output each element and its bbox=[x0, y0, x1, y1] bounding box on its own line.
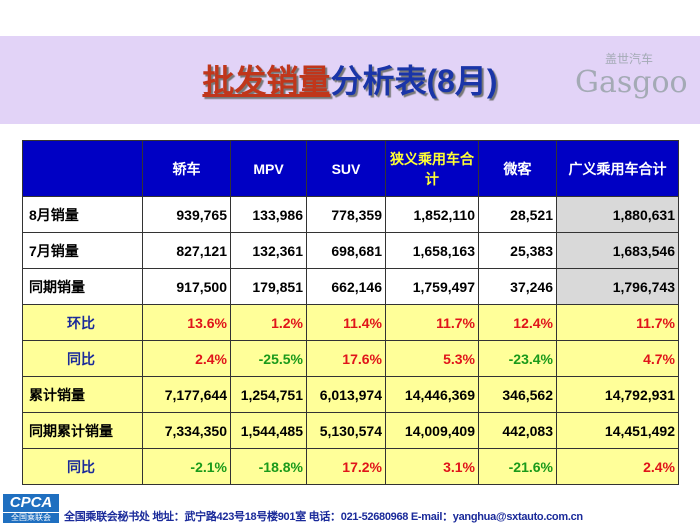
table-cell: 2.4% bbox=[556, 448, 679, 485]
table-cell: 14,451,492 bbox=[556, 412, 679, 449]
table-row: 同期累计销量 7,334,350 1,544,485 5,130,574 14,009,… bbox=[22, 412, 679, 449]
title-rest: 分析表(8月) bbox=[330, 63, 498, 99]
table-row: 同比 2.4% -25.5% 17.6% 5.3% -23.4% 4.7% bbox=[22, 340, 679, 377]
title-band bbox=[0, 36, 700, 124]
table-cell: 6,013,974 bbox=[306, 376, 386, 413]
table-row: 同比 -2.1% -18.8% 17.2% 3.1% -21.6% 2.4% bbox=[22, 448, 679, 485]
table-cell: 28,521 bbox=[478, 196, 557, 233]
table-row: 同期销量 917,500 179,851 662,146 1,759,497 37,246… bbox=[22, 268, 679, 305]
table-cell: 5.3% bbox=[385, 340, 479, 377]
gasgoo-watermark: 盖世汽车 Gasgoo bbox=[575, 52, 695, 100]
table-cell: 662,146 bbox=[306, 268, 386, 305]
table-cell: 1,683,546 bbox=[556, 232, 679, 269]
table-cell: 1,254,751 bbox=[230, 376, 307, 413]
watermark-brand: Gasgoo bbox=[575, 65, 688, 100]
header-row: 轿车 MPV SUV 狭义乘用车合计 微客 广义乘用车合计 bbox=[22, 140, 679, 197]
table-cell: 12.4% bbox=[478, 304, 557, 341]
table-cell: -2.1% bbox=[142, 448, 231, 485]
column-header: 轿车 bbox=[142, 140, 231, 197]
table-cell: 1,658,163 bbox=[385, 232, 479, 269]
table-cell: 132,361 bbox=[230, 232, 307, 269]
column-header: 广义乘用车合计 bbox=[556, 140, 679, 197]
table-cell: 14,446,369 bbox=[385, 376, 479, 413]
logo-sub: 全国乘联会 bbox=[3, 513, 59, 523]
table-cell: 133,986 bbox=[230, 196, 307, 233]
row-label: 8月销量 bbox=[22, 196, 143, 233]
table-cell: 346,562 bbox=[478, 376, 557, 413]
table-row: 环比 13.6% 1.2% 11.4% 11.7% 12.4% 11.7% bbox=[22, 304, 679, 341]
table-cell: 827,121 bbox=[142, 232, 231, 269]
table-cell: 11.7% bbox=[385, 304, 479, 341]
row-label: 同比 bbox=[22, 340, 143, 377]
page-title: 批发销量分析表(8月) bbox=[0, 56, 700, 102]
table-cell: 7,177,644 bbox=[142, 376, 231, 413]
table-cell: 917,500 bbox=[142, 268, 231, 305]
row-label: 同比 bbox=[22, 448, 143, 485]
watermark-sub: 盖世汽车 bbox=[605, 52, 654, 66]
cpca-logo: CPCA 全国乘联会 bbox=[3, 494, 59, 524]
table-cell: -25.5% bbox=[230, 340, 307, 377]
table-cell: 1,759,497 bbox=[385, 268, 479, 305]
table-cell: 179,851 bbox=[230, 268, 307, 305]
table-cell: 11.7% bbox=[556, 304, 679, 341]
logo-text: CPCA bbox=[3, 494, 59, 512]
table-cell: 17.2% bbox=[306, 448, 386, 485]
table-cell: 17.6% bbox=[306, 340, 386, 377]
title-highlight: 批发销量 bbox=[202, 63, 331, 99]
column-header: MPV bbox=[230, 140, 307, 197]
table-cell: 5,130,574 bbox=[306, 412, 386, 449]
row-label: 同期销量 bbox=[22, 268, 143, 305]
column-header: SUV bbox=[306, 140, 386, 197]
table-cell: 1,796,743 bbox=[556, 268, 679, 305]
table-row: 7月销量 827,121 132,361 698,681 1,658,163 25,383… bbox=[22, 232, 679, 269]
table-cell: 939,765 bbox=[142, 196, 231, 233]
table-cell: 14,009,409 bbox=[385, 412, 479, 449]
table-cell: 7,334,350 bbox=[142, 412, 231, 449]
table-cell: -18.8% bbox=[230, 448, 307, 485]
table-cell: 11.4% bbox=[306, 304, 386, 341]
table-cell: 3.1% bbox=[385, 448, 479, 485]
table-row: 累计销量 7,177,644 1,254,751 6,013,974 14,446,36… bbox=[22, 376, 679, 413]
row-label: 7月销量 bbox=[22, 232, 143, 269]
table-cell: 1,852,110 bbox=[385, 196, 479, 233]
table-cell: 1,544,485 bbox=[230, 412, 307, 449]
row-label: 同期累计销量 bbox=[22, 412, 143, 449]
table-row: 8月销量 939,765 133,986 778,359 1,852,110 28,521… bbox=[22, 196, 679, 233]
table-cell: -23.4% bbox=[478, 340, 557, 377]
table-cell: 1,880,631 bbox=[556, 196, 679, 233]
footer-contact: 全国乘联会秘书处 地址：武宁路423号18号楼901室 电话：021-52680… bbox=[64, 511, 583, 523]
row-label: 环比 bbox=[22, 304, 143, 341]
column-header: 狭义乘用车合计 bbox=[385, 140, 479, 197]
table-cell: 442,083 bbox=[478, 412, 557, 449]
table-cell: 4.7% bbox=[556, 340, 679, 377]
row-label: 累计销量 bbox=[22, 376, 143, 413]
table-cell: 2.4% bbox=[142, 340, 231, 377]
table-cell: 698,681 bbox=[306, 232, 386, 269]
sales-table: 轿车 MPV SUV 狭义乘用车合计 微客 广义乘用车合计 8月销量 939,765 133,9… bbox=[22, 140, 679, 485]
table-cell: 1.2% bbox=[230, 304, 307, 341]
table-cell: 25,383 bbox=[478, 232, 557, 269]
table-cell: 14,792,931 bbox=[556, 376, 679, 413]
column-header: 微客 bbox=[478, 140, 557, 197]
table-cell: 37,246 bbox=[478, 268, 557, 305]
table-cell: -21.6% bbox=[478, 448, 557, 485]
table-cell: 13.6% bbox=[142, 304, 231, 341]
column-header bbox=[22, 140, 143, 197]
table-cell: 778,359 bbox=[306, 196, 386, 233]
